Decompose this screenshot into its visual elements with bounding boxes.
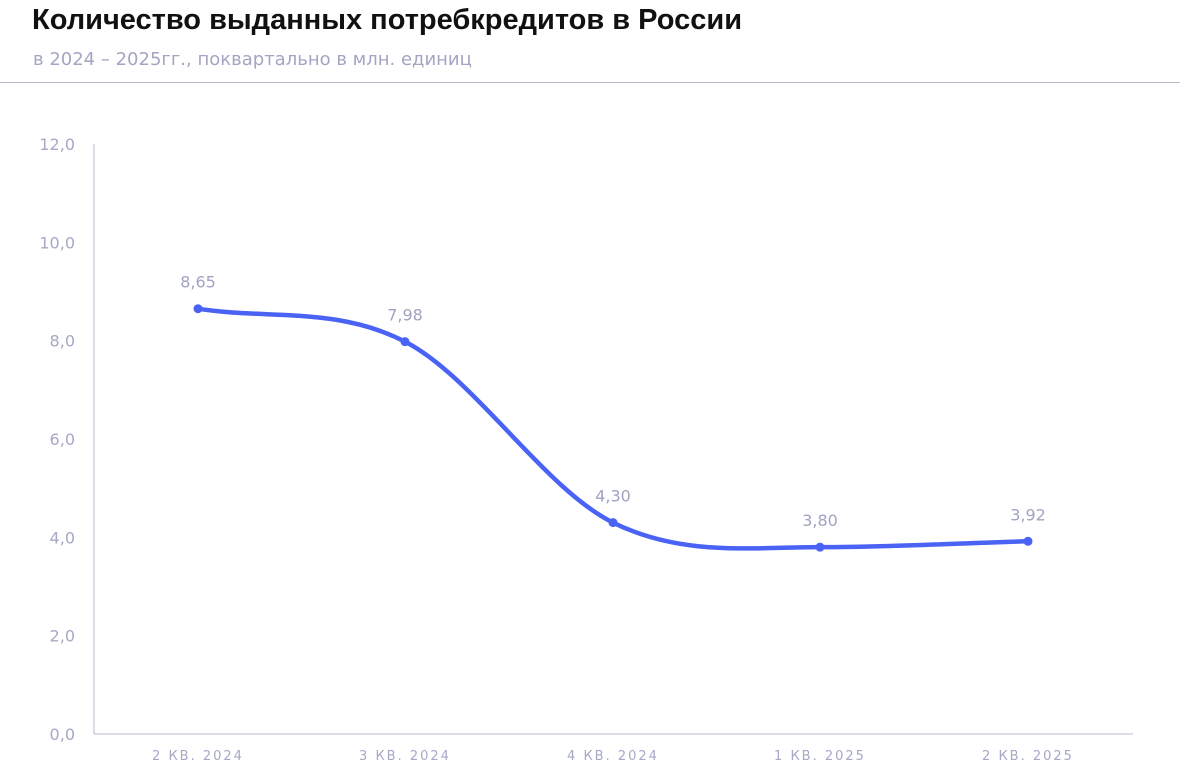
header-divider bbox=[0, 82, 1180, 83]
data-point bbox=[1023, 536, 1033, 546]
data-label: 3,80 bbox=[802, 511, 838, 530]
data-label: 8,65 bbox=[180, 273, 216, 292]
x-tick-label: 4 КВ. 2024 bbox=[567, 749, 659, 764]
y-tick-label: 12,0 bbox=[39, 135, 75, 154]
x-tick-label: 3 КВ. 2024 bbox=[359, 749, 451, 764]
y-tick-label: 10,0 bbox=[39, 233, 75, 252]
data-label: 7,98 bbox=[387, 306, 423, 325]
data-labels: 8,65 7,98 4,30 3,80 3,92 bbox=[180, 273, 1046, 530]
series-layer bbox=[193, 304, 1033, 552]
y-tick-label: 6,0 bbox=[50, 430, 75, 449]
chart-subtitle: в 2024 – 2025гг., поквартально в млн. ед… bbox=[33, 49, 472, 70]
series-line bbox=[195, 306, 1031, 551]
chart-axes bbox=[93, 144, 1133, 735]
x-tick-label: 2 КВ. 2024 bbox=[152, 749, 244, 764]
y-tick-label: 0,0 bbox=[50, 725, 75, 744]
data-point bbox=[193, 304, 203, 314]
y-tick-label: 8,0 bbox=[50, 332, 75, 351]
data-label: 4,30 bbox=[595, 487, 631, 506]
x-tick-label: 2 КВ. 2025 bbox=[982, 749, 1074, 764]
y-tick-label: 2,0 bbox=[50, 627, 75, 646]
data-point bbox=[608, 518, 618, 528]
y-axis-ticks: 0,0 2,0 4,0 6,0 8,0 10,0 12,0 bbox=[39, 135, 75, 744]
chart-title: Количество выданных потребкредитов в Рос… bbox=[32, 4, 743, 36]
y-tick-label: 4,0 bbox=[50, 528, 75, 547]
data-point bbox=[400, 337, 410, 347]
x-axis-ticks: 2 КВ. 2024 3 КВ. 2024 4 КВ. 2024 1 КВ. 2025… bbox=[152, 749, 1074, 764]
data-label: 3,92 bbox=[1010, 505, 1046, 524]
data-point bbox=[815, 542, 825, 552]
x-tick-label: 1 КВ. 2025 bbox=[774, 749, 866, 764]
